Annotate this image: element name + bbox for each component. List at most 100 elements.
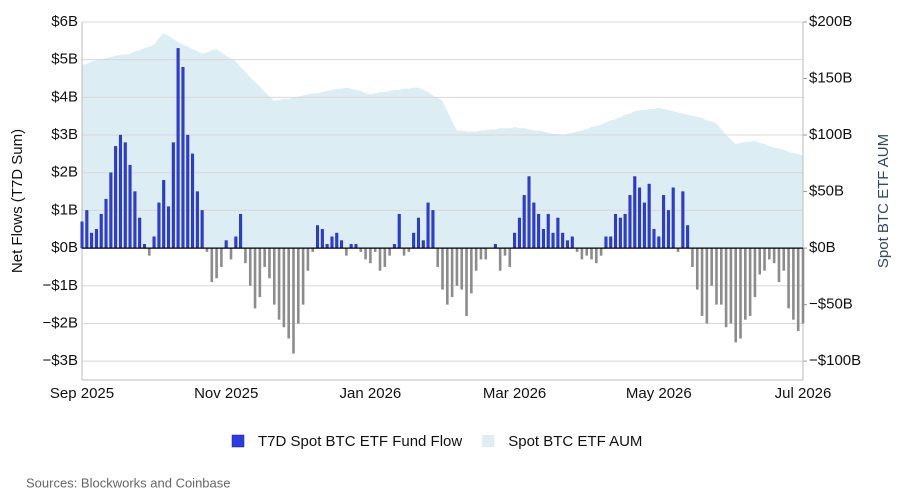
flow-bar xyxy=(532,202,536,249)
flow-bar xyxy=(80,221,84,249)
source: Sources: Blockworks and Coinbase xyxy=(26,475,231,490)
flow-bar xyxy=(268,248,271,279)
legend-label: Spot BTC ETF AUM xyxy=(508,433,642,450)
flow-bar xyxy=(556,217,560,249)
flow-bar xyxy=(652,229,656,249)
flow-bar xyxy=(513,232,517,249)
flow-bar xyxy=(123,142,127,249)
flow-bar xyxy=(85,210,89,249)
flow-bar xyxy=(753,248,757,298)
y-tick-label: −$2B xyxy=(43,314,78,331)
flow-bar xyxy=(522,195,526,249)
flow-bar xyxy=(171,142,175,249)
flow-bar xyxy=(609,236,613,249)
y-tick-label: $3B xyxy=(51,126,78,143)
y2-tick-label: −$100B xyxy=(809,352,861,369)
flow-bar xyxy=(133,191,137,249)
flow-bar xyxy=(782,248,786,271)
flow-bar xyxy=(792,248,795,320)
y2-tick-label: $0B xyxy=(809,239,836,256)
flow-bar xyxy=(316,225,320,249)
flow-bar xyxy=(446,248,449,305)
flow-bar xyxy=(397,213,401,249)
flow-bar xyxy=(748,248,752,316)
flow-bar xyxy=(614,213,618,249)
flow-bar xyxy=(210,248,214,283)
flow-bar xyxy=(244,248,247,264)
flow-bar xyxy=(777,248,781,283)
y2-tick-label: $150B xyxy=(809,69,852,86)
flow-bar xyxy=(330,236,334,249)
flow-bar xyxy=(301,248,305,305)
flow-bar xyxy=(604,236,608,249)
y2-tick-label: $50B xyxy=(809,183,844,200)
y2-tick-label: $200B xyxy=(809,13,852,30)
flow-bar xyxy=(590,248,593,260)
y-tick-label: $2B xyxy=(51,164,78,181)
flow-bar xyxy=(676,248,680,252)
flow-bar xyxy=(565,240,569,249)
flow-bar xyxy=(215,248,218,279)
flow-bar xyxy=(484,248,488,260)
flow-bar xyxy=(138,217,142,249)
flow-bar xyxy=(470,248,473,294)
flow-bar xyxy=(436,248,439,267)
y2-axis-label: Spot BTC ETF AUM xyxy=(875,134,892,268)
flow-bar xyxy=(253,248,257,309)
flow-bar xyxy=(517,217,521,249)
flow-bar xyxy=(633,176,637,249)
flow-bar xyxy=(147,248,151,256)
flow-bar xyxy=(306,248,310,271)
flow-bar xyxy=(364,248,367,260)
flow-bar xyxy=(705,248,709,324)
y-tick-label: −$1B xyxy=(43,277,78,294)
flow-bar xyxy=(152,236,156,249)
y-tick-label: −$3B xyxy=(43,352,78,369)
flow-bar xyxy=(412,232,416,249)
flow-bar xyxy=(763,248,766,271)
flow-bar xyxy=(768,248,771,260)
flow-bar xyxy=(455,248,459,286)
y-tick-label: $4B xyxy=(51,88,78,105)
flow-bar xyxy=(508,248,512,267)
x-tick-label: Sep 2025 xyxy=(50,385,114,402)
flow-bar xyxy=(239,213,243,249)
flow-bar xyxy=(287,248,290,339)
flow-bar xyxy=(441,248,444,290)
flow-bar xyxy=(691,248,694,267)
flow-bar xyxy=(618,217,622,249)
flow-bar xyxy=(200,210,204,249)
flow-bar xyxy=(272,248,276,305)
flow-bar xyxy=(570,236,574,249)
flow-bar xyxy=(373,248,377,252)
flow-bar xyxy=(99,213,103,249)
flow-bar xyxy=(383,248,387,267)
flow-bar xyxy=(282,248,286,328)
flow-bar xyxy=(527,176,531,249)
flow-bar xyxy=(191,153,195,249)
flow-bar xyxy=(94,229,98,249)
x-tick-label: May 2026 xyxy=(626,385,692,402)
flow-bar xyxy=(642,202,646,249)
flow-bar xyxy=(503,248,507,256)
flow-bar xyxy=(671,187,675,249)
flow-bar xyxy=(595,248,598,264)
flow-bar xyxy=(186,134,190,249)
y-tick-label: $6B xyxy=(51,13,78,30)
flow-bar xyxy=(311,248,315,252)
flow-bar xyxy=(128,164,132,249)
flow-bar xyxy=(109,172,113,249)
x-tick-label: Jan 2026 xyxy=(340,385,402,402)
flow-bar xyxy=(229,248,233,260)
flow-bar xyxy=(623,213,627,249)
flow-bar xyxy=(176,48,180,249)
flow-bar xyxy=(734,248,738,343)
flow-bar xyxy=(700,248,704,316)
flow-bar xyxy=(796,248,800,332)
flow-bar xyxy=(118,134,122,249)
flow-bar xyxy=(181,67,185,249)
flow-bar xyxy=(638,187,642,249)
flow-bar xyxy=(801,248,805,324)
flow-bar xyxy=(224,240,228,249)
y2-tick-label: −$50B xyxy=(809,296,853,313)
